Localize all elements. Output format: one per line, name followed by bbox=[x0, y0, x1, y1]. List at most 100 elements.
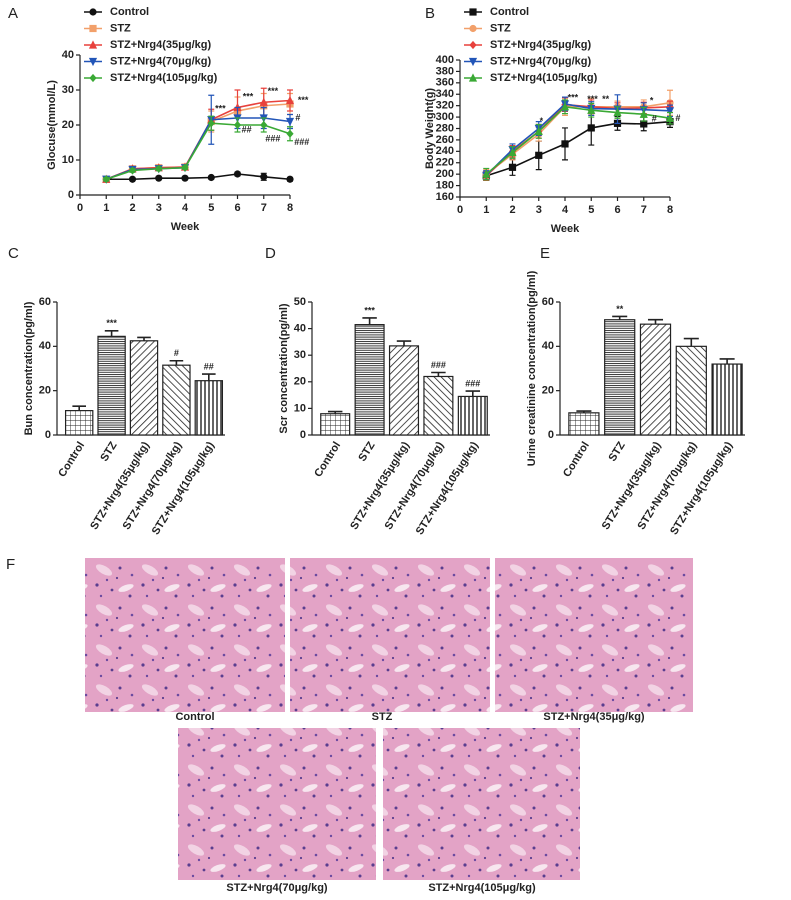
marker bbox=[482, 169, 491, 178]
panel-label: B bbox=[425, 5, 435, 22]
marker bbox=[286, 129, 294, 138]
x-tick-label: 0 bbox=[457, 204, 463, 216]
annotation: *** bbox=[215, 104, 226, 114]
image-caption: STZ+Nrg4(105μg/kg) bbox=[428, 882, 536, 894]
x-tick-label: 8 bbox=[667, 204, 673, 216]
marker bbox=[207, 173, 215, 182]
legend-label: Control bbox=[490, 6, 529, 18]
y-tick-label: 20 bbox=[39, 385, 51, 397]
x-tick-label: 1 bbox=[483, 204, 489, 216]
y-tick-label: 30 bbox=[62, 84, 74, 96]
y-tick-label: 260 bbox=[436, 134, 454, 146]
marker bbox=[469, 8, 477, 16]
annotation: ** bbox=[616, 304, 624, 314]
marker bbox=[613, 107, 622, 117]
bar bbox=[604, 319, 636, 436]
x-tick-label: 0 bbox=[77, 202, 83, 214]
marker bbox=[155, 174, 163, 182]
x-tick-label: 8 bbox=[287, 202, 293, 214]
x-tick-label: STZ+Nrg4(70μg/kg) bbox=[121, 439, 185, 531]
bar bbox=[162, 364, 191, 436]
error-bar bbox=[647, 318, 664, 325]
legend-label: STZ+Nrg4(70μg/kg) bbox=[490, 55, 592, 67]
marker bbox=[233, 120, 242, 130]
image-caption: STZ bbox=[372, 711, 393, 723]
y-tick-label: 300 bbox=[436, 111, 454, 123]
annotation: # bbox=[174, 348, 179, 358]
error-bar bbox=[396, 340, 412, 346]
y-tick-label: 50 bbox=[294, 296, 306, 308]
x-tick-label: 4 bbox=[182, 202, 189, 214]
histology-image bbox=[290, 558, 490, 712]
x-tick-label: STZ+Nrg4(105μg/kg) bbox=[150, 439, 217, 537]
y-tick-label: 30 bbox=[294, 349, 306, 361]
x-tick-label: 7 bbox=[641, 204, 647, 216]
series-line bbox=[105, 122, 291, 181]
marker bbox=[89, 73, 97, 83]
y-axis-label: Urine creatinine concentration(pg/ml) bbox=[526, 270, 538, 466]
panel-label: C bbox=[8, 245, 19, 262]
bar bbox=[568, 412, 600, 436]
marker bbox=[469, 40, 477, 50]
marker bbox=[468, 73, 478, 82]
annotation: ## bbox=[242, 125, 252, 135]
bar bbox=[457, 395, 488, 436]
error-bar bbox=[431, 371, 446, 377]
error-bar bbox=[201, 373, 216, 381]
error-bar bbox=[169, 359, 184, 366]
y-axis-label: Scr concentration(pg/ml) bbox=[278, 303, 290, 434]
x-tick-label: STZ+Nrg4(105μg/kg) bbox=[668, 439, 735, 537]
series-line bbox=[105, 117, 291, 180]
marker bbox=[587, 124, 595, 132]
panel-label: D bbox=[265, 245, 276, 262]
marker bbox=[88, 57, 98, 67]
annotation: ** bbox=[602, 94, 610, 104]
marker bbox=[128, 175, 137, 183]
x-tick-label: 2 bbox=[509, 204, 515, 216]
y-tick-label: 200 bbox=[436, 168, 454, 180]
x-tick-label: 7 bbox=[261, 202, 267, 214]
legend-label: STZ bbox=[490, 22, 511, 34]
series-line bbox=[106, 173, 291, 181]
histology-image bbox=[85, 558, 285, 712]
legend-label: STZ+Nrg4(35μg/kg) bbox=[110, 39, 212, 51]
histology-image bbox=[178, 728, 376, 880]
x-tick-label: STZ+Nrg4(105μg/kg) bbox=[414, 439, 481, 537]
bar bbox=[354, 324, 385, 436]
y-axis-label: Body Weight(g) bbox=[424, 88, 436, 169]
marker bbox=[508, 147, 517, 157]
image-caption: STZ+Nrg4(70μg/kg) bbox=[226, 882, 328, 894]
marker bbox=[89, 24, 97, 33]
bar bbox=[639, 323, 672, 436]
marker bbox=[233, 170, 242, 178]
y-tick-label: 20 bbox=[542, 385, 554, 397]
y-tick-label: 20 bbox=[62, 119, 74, 131]
x-tick-label: 5 bbox=[588, 204, 594, 216]
panel-f: F Control STZ STZ+Nrg4(35μg/kg) STZ+Nrg4… bbox=[6, 556, 693, 894]
panel-label: F bbox=[6, 556, 15, 573]
y-tick-label: 0 bbox=[45, 429, 51, 441]
marker bbox=[468, 57, 478, 67]
x-tick-label: Control bbox=[312, 440, 343, 480]
image-caption: Control bbox=[175, 711, 214, 723]
annotation: ### bbox=[265, 133, 280, 143]
marker bbox=[534, 126, 543, 135]
x-tick-label: Control bbox=[561, 440, 592, 480]
marker bbox=[259, 97, 268, 106]
error-bar bbox=[362, 317, 377, 325]
series-line bbox=[485, 105, 671, 175]
error-bar bbox=[104, 330, 119, 337]
histology-image bbox=[495, 558, 693, 712]
marker bbox=[640, 120, 648, 128]
y-tick-label: 10 bbox=[294, 402, 306, 414]
y-tick-label: 10 bbox=[62, 154, 74, 166]
y-tick-label: 340 bbox=[436, 88, 454, 100]
x-tick-label: 5 bbox=[208, 202, 214, 214]
y-tick-label: 0 bbox=[68, 189, 74, 201]
y-tick-label: 40 bbox=[542, 340, 554, 352]
marker bbox=[639, 109, 648, 118]
bar bbox=[97, 335, 126, 436]
bar bbox=[423, 375, 454, 436]
error-bar bbox=[72, 405, 87, 411]
